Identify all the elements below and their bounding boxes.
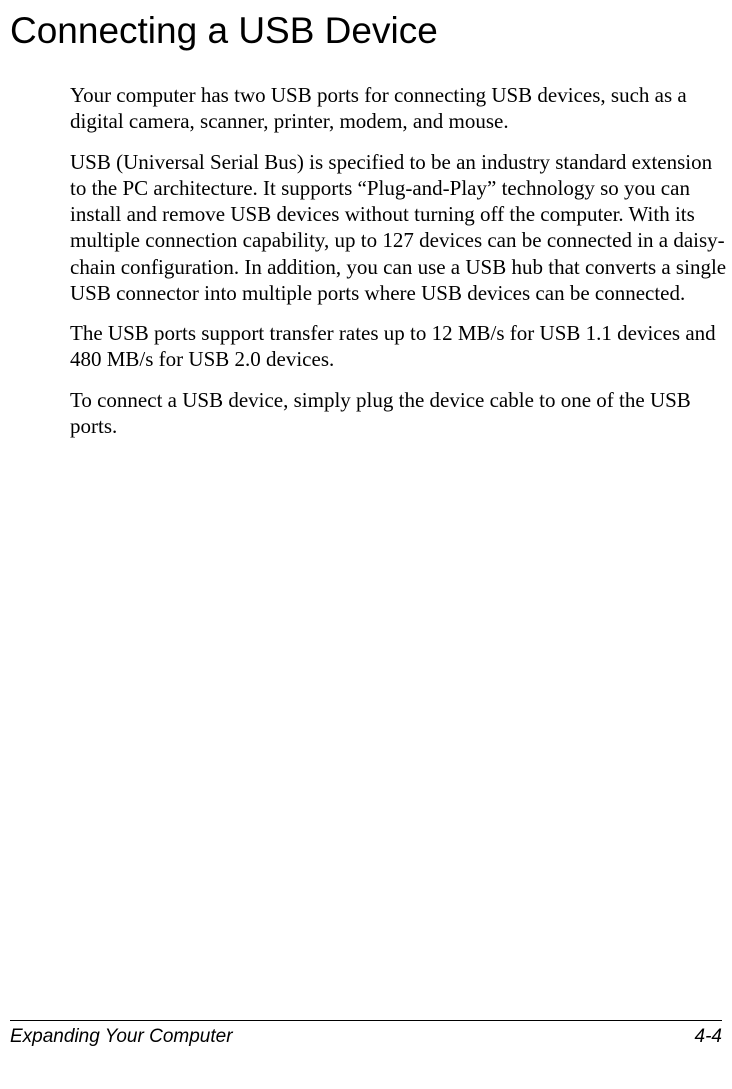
footer-section-label: Expanding Your Computer	[10, 1026, 233, 1048]
document-page: Connecting a USB Device Your computer ha…	[0, 0, 732, 1089]
paragraph: Your computer has two USB ports for conn…	[70, 82, 730, 135]
paragraph: The USB ports support transfer rates up …	[70, 320, 730, 373]
page-footer: Expanding Your Computer 4-4	[10, 1026, 722, 1048]
footer-page-number: 4-4	[695, 1026, 722, 1048]
paragraph: To connect a USB device, simply plug the…	[70, 387, 730, 440]
paragraph: USB (Universal Serial Bus) is specified …	[70, 149, 730, 307]
body-text-area: Your computer has two USB ports for conn…	[70, 82, 730, 453]
footer-rule	[10, 1020, 722, 1021]
page-title: Connecting a USB Device	[10, 10, 438, 52]
